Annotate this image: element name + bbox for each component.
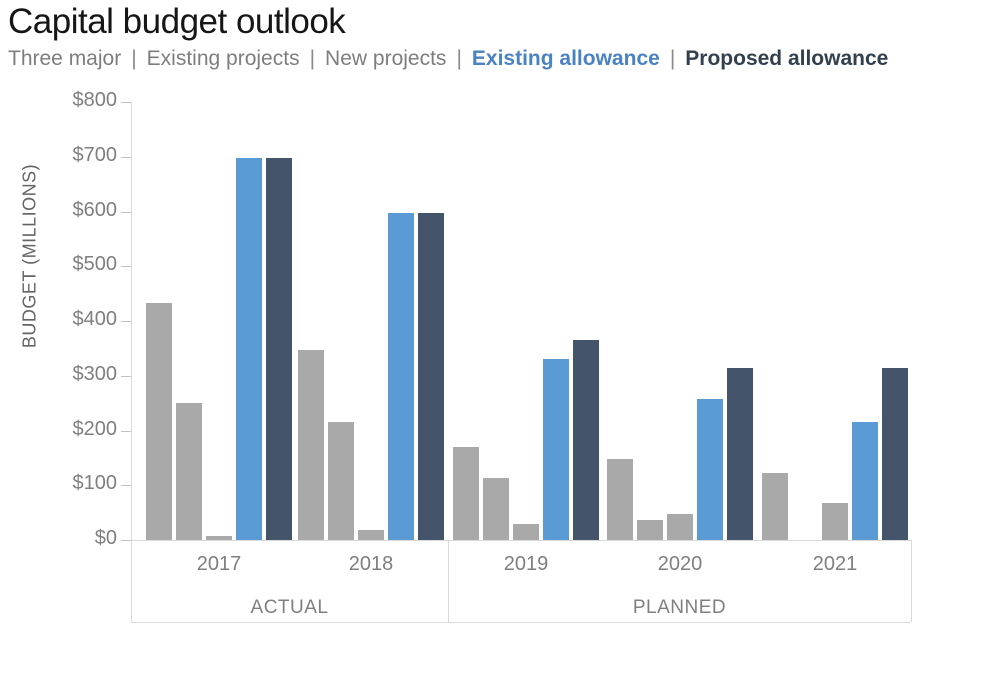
- bar-2017-existing-projects: [176, 403, 202, 540]
- y-tick-mark: [121, 430, 131, 432]
- bar-2019-three-major: [453, 446, 479, 540]
- bar-2017-three-major: [146, 302, 172, 540]
- bar-2020-proposed-allowance: [727, 367, 753, 540]
- bar-2021-proposed-allowance: [882, 367, 908, 540]
- x-axis-label-2021: 2021: [812, 553, 858, 575]
- bar-2019-existing-projects: [483, 478, 509, 540]
- bar-2021-existing-allowance: [852, 422, 878, 540]
- legend-item-existing-allowance: Existing allowance: [471, 47, 660, 70]
- bar-2020-new-projects: [667, 514, 693, 540]
- bar-2021-three-major: [762, 472, 788, 540]
- legend-item-new-projects: New projects: [325, 47, 447, 70]
- y-tick-label--400: $400: [72, 308, 118, 330]
- bar-2020-existing-projects: [637, 519, 663, 540]
- bar-2019-existing-allowance: [543, 359, 569, 540]
- y-tick-label--300: $300: [72, 362, 118, 385]
- y-tick-mark: [121, 102, 131, 103]
- category-box-bottom-line: [131, 622, 911, 623]
- bar-2020-existing-allowance: [697, 399, 723, 540]
- legend-item-existing-projects: Existing projects: [146, 47, 300, 70]
- category-box-divider: [448, 540, 449, 622]
- x-axis-label-2020: 2020: [657, 553, 703, 575]
- y-tick-mark: [121, 540, 131, 541]
- y-tick-mark: [121, 321, 131, 322]
- bar-2017-proposed-allowance: [266, 157, 292, 540]
- legend-separator: |: [131, 47, 137, 70]
- legend-separator: |: [309, 47, 316, 70]
- bar-2018-existing-projects: [328, 422, 354, 540]
- y-tick-label--100: $100: [72, 472, 118, 495]
- x-axis-label-2018: 2018: [348, 553, 394, 575]
- bar-2018-three-major: [298, 350, 324, 540]
- chart-legend: Three major | Existing projects | New projec…: [8, 47, 888, 71]
- y-tick-label--700: $700: [72, 143, 118, 166]
- y-tick-label--500: $500: [72, 253, 118, 276]
- bar-2019-proposed-allowance: [573, 340, 599, 540]
- y-tick-mark: [121, 156, 131, 158]
- bar-2018-proposed-allowance: [418, 212, 444, 540]
- y-tick-mark: [121, 211, 131, 213]
- x-axis-label-2019: 2019: [503, 553, 549, 575]
- legend-item-proposed-allowance: Proposed allowance: [685, 47, 889, 70]
- y-axis-line: [131, 102, 132, 540]
- legend-item-three-major: Three major: [8, 47, 122, 70]
- section-label-actual: ACTUAL: [250, 597, 329, 618]
- chart-title: Capital budget outlook: [8, 2, 346, 41]
- y-tick-mark: [121, 485, 131, 487]
- bar-2021-new-projects: [822, 502, 848, 540]
- y-tick-label--600: $600: [72, 198, 118, 221]
- bar-2018-new-projects: [358, 530, 384, 540]
- legend-separator: |: [669, 47, 676, 70]
- x-axis-label-2017: 2017: [196, 553, 242, 575]
- bar-2017-new-projects: [206, 535, 232, 540]
- y-tick-label--800: $800: [72, 89, 118, 111]
- y-tick-mark: [121, 266, 131, 268]
- y-axis-title: BUDGET (MILLIONS): [19, 163, 40, 349]
- category-box-divider: [911, 540, 912, 622]
- legend-separator: |: [456, 47, 462, 70]
- bar-2017-existing-allowance: [236, 157, 262, 540]
- bar-2018-existing-allowance: [388, 212, 414, 540]
- x-axis-baseline: [131, 540, 911, 541]
- category-box-divider: [131, 540, 132, 622]
- bar-2019-new-projects: [513, 523, 539, 540]
- y-tick-label--200: $200: [72, 417, 118, 440]
- y-tick-mark: [121, 375, 131, 377]
- section-label-planned: PLANNED: [632, 597, 727, 618]
- y-tick-label--0: $0: [94, 527, 117, 549]
- bar-2020-three-major: [607, 458, 633, 540]
